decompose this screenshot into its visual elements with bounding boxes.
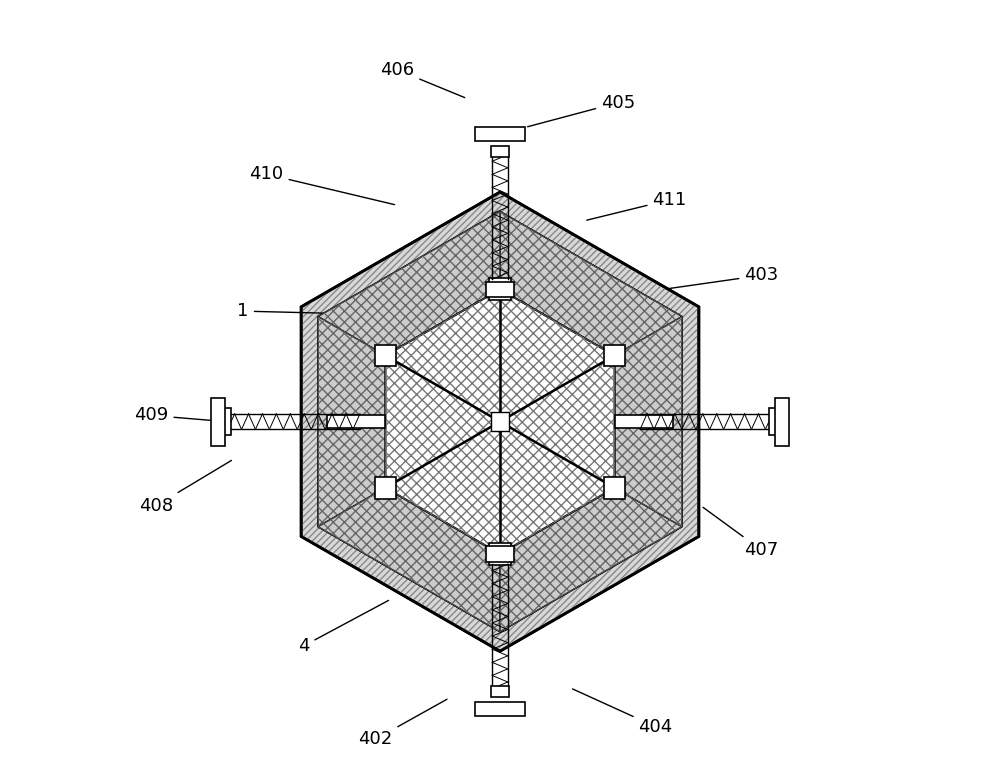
Polygon shape [385, 289, 615, 554]
FancyBboxPatch shape [375, 344, 396, 366]
FancyBboxPatch shape [375, 477, 396, 499]
Polygon shape [615, 316, 682, 526]
Text: 411: 411 [587, 191, 687, 220]
Text: 404: 404 [573, 689, 673, 736]
FancyBboxPatch shape [489, 543, 511, 565]
Polygon shape [500, 212, 682, 355]
FancyBboxPatch shape [604, 477, 625, 499]
FancyBboxPatch shape [211, 398, 225, 446]
FancyBboxPatch shape [491, 686, 509, 697]
Text: 405: 405 [528, 94, 635, 127]
Text: 4: 4 [298, 601, 389, 654]
FancyBboxPatch shape [491, 146, 509, 157]
Polygon shape [500, 488, 682, 632]
FancyBboxPatch shape [218, 408, 231, 435]
Text: 1: 1 [237, 302, 365, 320]
FancyBboxPatch shape [486, 281, 514, 297]
FancyBboxPatch shape [604, 344, 625, 366]
Polygon shape [318, 488, 500, 632]
Polygon shape [318, 212, 500, 355]
FancyBboxPatch shape [475, 702, 525, 716]
Text: 402: 402 [358, 699, 447, 748]
Polygon shape [318, 316, 385, 526]
FancyBboxPatch shape [491, 412, 509, 431]
Polygon shape [318, 212, 682, 632]
Text: 407: 407 [703, 508, 779, 559]
Text: 406: 406 [380, 61, 465, 98]
FancyBboxPatch shape [327, 415, 385, 428]
Text: 403: 403 [666, 266, 779, 289]
Text: 409: 409 [134, 406, 223, 424]
Text: 410: 410 [249, 165, 395, 205]
FancyBboxPatch shape [615, 415, 673, 428]
FancyBboxPatch shape [486, 546, 514, 562]
Text: 408: 408 [139, 461, 231, 515]
FancyBboxPatch shape [489, 279, 511, 300]
FancyBboxPatch shape [475, 127, 525, 141]
FancyBboxPatch shape [775, 398, 789, 446]
FancyBboxPatch shape [769, 408, 782, 435]
Polygon shape [301, 192, 699, 651]
